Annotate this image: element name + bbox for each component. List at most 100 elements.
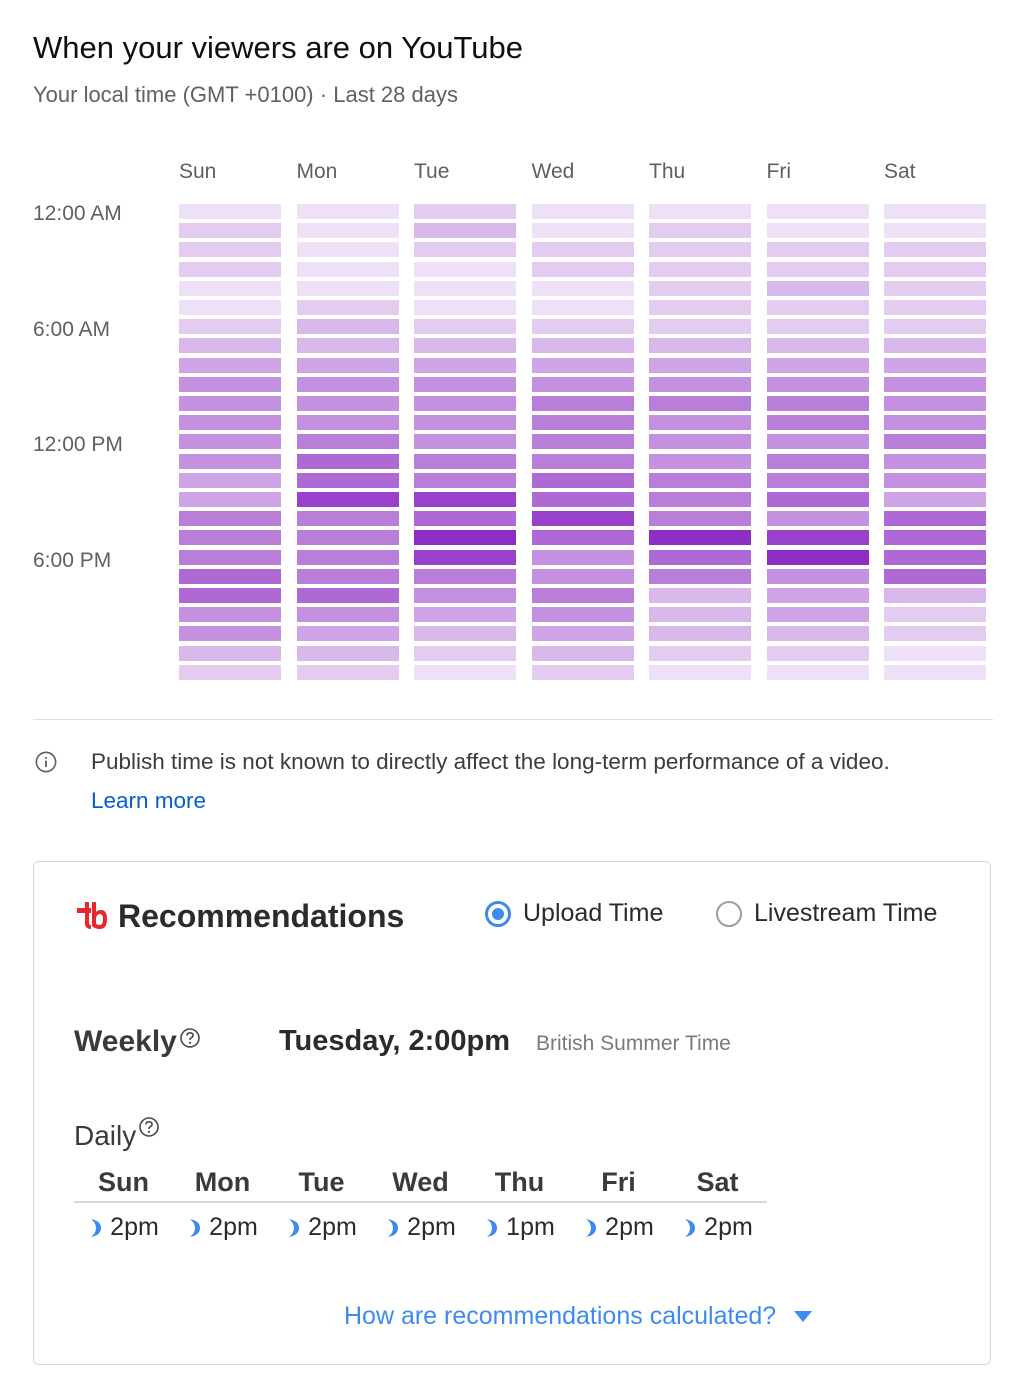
upload-time-label: Upload Time — [523, 899, 664, 927]
heatmap-cell — [766, 338, 869, 354]
heatmap-cell — [766, 511, 869, 527]
date-range-label: Last 28 days — [333, 82, 458, 107]
heatmap-cell — [414, 549, 516, 565]
section-divider — [33, 719, 993, 720]
heatmap-cell — [766, 453, 869, 469]
heatmap-day-sun: Sun — [179, 160, 217, 183]
heatmap-cell — [649, 434, 751, 450]
heatmap-cell — [296, 511, 399, 527]
heatmap-cell — [414, 511, 516, 527]
heatmap-cell — [179, 588, 281, 603]
heatmap-cell — [414, 223, 516, 239]
heatmap-cell — [531, 261, 634, 277]
learn-more-link[interactable]: Learn more — [91, 788, 207, 813]
heatmap-cell — [649, 511, 751, 527]
heatmap-cell — [414, 357, 516, 373]
heatmap-time-label: 12:00 AM — [33, 202, 122, 225]
daily-time-fri: 2pm — [569, 1213, 668, 1242]
heatmap-cell — [414, 453, 516, 469]
heatmap-cell — [766, 549, 869, 565]
heatmap-cell — [766, 568, 869, 584]
daily-table: Sun Mon Tue Wed Thu Fri Sat 2pm 2pm 2pm — [74, 1167, 767, 1253]
help-icon[interactable] — [138, 1116, 160, 1138]
daily-day-thu: Thu — [494, 1167, 545, 1197]
heatmap-cell — [766, 626, 869, 642]
weekly-timezone: British Summer Time — [536, 1032, 731, 1055]
heatmap-cell — [884, 607, 986, 623]
livestream-time-radio[interactable]: Livestream Time — [716, 899, 937, 928]
heatmap-cell — [531, 472, 634, 488]
heatmap-cell — [649, 664, 751, 680]
timezone-label: Your local time (GMT +0100) — [33, 82, 314, 107]
heatmap-cell — [884, 472, 986, 488]
heatmap-cell — [649, 530, 751, 546]
heatmap-cell — [531, 568, 634, 584]
heatmap-cell — [884, 626, 986, 642]
heatmap-cell — [766, 300, 869, 315]
heatmap-cell — [179, 472, 281, 488]
heatmap-cell — [884, 530, 986, 546]
heatmap-cell — [649, 357, 751, 373]
heatmap-cell — [296, 664, 399, 680]
heatmap-cell — [179, 280, 281, 296]
heatmap-cell — [766, 472, 869, 488]
daily-day-wed: Wed — [392, 1167, 449, 1197]
recommendations-title: Recommendations — [118, 898, 405, 934]
daily-label-text: Daily — [74, 1120, 137, 1151]
heatmap-cell — [296, 396, 399, 411]
heatmap-cell — [179, 549, 281, 565]
daily-time-sun: 2pm — [74, 1213, 173, 1242]
daily-day-tue: Tue — [298, 1167, 345, 1197]
recommendations-card: Recommendations Upload Time Livestream T… — [33, 861, 991, 1365]
heatmap-cell — [884, 376, 986, 392]
heatmap-cell — [179, 319, 281, 335]
heatmap-cell — [649, 300, 751, 315]
heatmap-cell — [884, 568, 986, 584]
heatmap-cell — [414, 261, 516, 277]
heatmap-day-fri: Fri — [766, 160, 792, 183]
heatmap-cell — [649, 645, 751, 661]
help-icon[interactable] — [179, 1027, 201, 1049]
how-calculated-link[interactable]: How are recommendations calculated? — [344, 1302, 813, 1331]
daily-day-sat: Sat — [696, 1167, 739, 1197]
heatmap-cell — [414, 645, 516, 661]
heatmap-cell — [531, 319, 634, 335]
heatmap-cell — [884, 434, 986, 450]
publish-time-note: Publish time is not known to directly af… — [91, 749, 890, 774]
heatmap-cell — [296, 376, 399, 392]
heatmap-cell — [649, 204, 751, 219]
heatmap-cell — [884, 415, 986, 431]
heatmap-day-sat: Sat — [884, 160, 916, 183]
heatmap-cell — [531, 492, 634, 507]
heatmap-cell — [296, 626, 399, 642]
daily-day-sun: Sun — [98, 1167, 149, 1197]
heatmap-cell — [649, 319, 751, 335]
heatmap-cell — [414, 204, 516, 219]
heatmap-cell — [531, 396, 634, 411]
heatmap-cell — [884, 357, 986, 373]
daily-time-value: 2pm — [605, 1213, 654, 1241]
heatmap-day-thu: Thu — [649, 160, 686, 183]
heatmap-cell — [649, 626, 751, 642]
daily-time-value: 1pm — [506, 1213, 555, 1241]
heatmap-cell — [649, 607, 751, 623]
daily-label: Daily — [74, 1117, 160, 1152]
heatmap-cell — [649, 568, 751, 584]
heatmap-cell — [296, 607, 399, 623]
heatmap-cell — [884, 204, 986, 219]
upload-time-radio[interactable]: Upload Time — [485, 899, 663, 928]
heatmap-cell — [414, 338, 516, 354]
heatmap-day-wed: Wed — [531, 160, 575, 183]
heatmap-cell — [766, 664, 869, 680]
heatmap-cell — [766, 204, 869, 219]
heatmap-cell — [531, 434, 634, 450]
heatmap-cell — [179, 434, 281, 450]
daily-day-fri: Fri — [601, 1167, 636, 1197]
heatmap-cell — [531, 645, 634, 661]
heatmap-cell — [296, 434, 399, 450]
moon-icon — [685, 1218, 696, 1237]
heatmap-time-label: 12:00 PM — [33, 433, 123, 456]
daily-time-value: 2pm — [110, 1213, 159, 1241]
heatmap-cell — [531, 453, 634, 469]
heatmap-cell — [766, 396, 869, 411]
